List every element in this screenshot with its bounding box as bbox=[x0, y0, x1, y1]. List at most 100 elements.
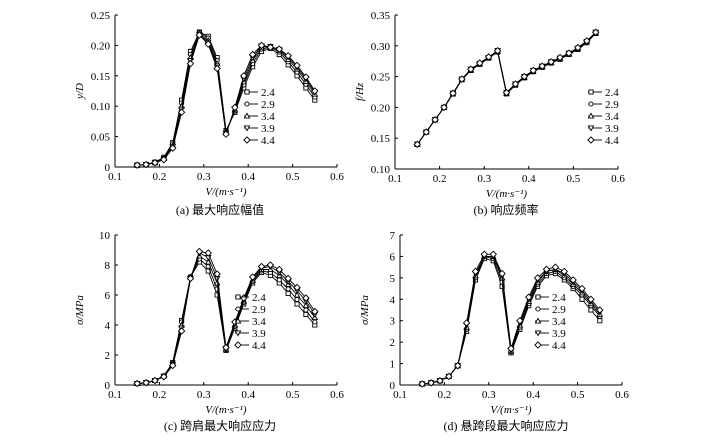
legend-marker bbox=[243, 125, 251, 132]
legend-marker bbox=[534, 341, 542, 349]
y-tick-label: 8 bbox=[105, 260, 111, 272]
data-point bbox=[547, 58, 555, 66]
data-point bbox=[293, 291, 301, 298]
data-point bbox=[560, 267, 569, 276]
legend-marker bbox=[587, 125, 595, 132]
y-tick-label: 6 bbox=[105, 290, 111, 302]
series-line bbox=[416, 31, 597, 145]
series-2.4 bbox=[419, 256, 603, 387]
data-point bbox=[151, 159, 159, 167]
series-3.9 bbox=[418, 253, 604, 388]
y-tick-label: 1 bbox=[390, 359, 396, 371]
legend: 2.42.93.43.94.4 bbox=[534, 292, 566, 352]
series-3.4 bbox=[133, 30, 319, 168]
data-point bbox=[312, 319, 318, 325]
data-point bbox=[248, 273, 257, 281]
series-4.4 bbox=[413, 28, 600, 149]
panel-caption: (c) 跨肩最大响应应力 bbox=[164, 418, 276, 433]
x-tick-label: 0.5 bbox=[286, 389, 300, 401]
x-axis-label: V/(m·s⁻¹) bbox=[205, 186, 247, 198]
x-tick-label: 0.3 bbox=[482, 389, 496, 401]
series-2.9 bbox=[134, 30, 318, 168]
data-point bbox=[168, 144, 177, 152]
data-point bbox=[498, 269, 506, 278]
legend-marker bbox=[534, 317, 542, 324]
y-tick-label: 5 bbox=[390, 273, 396, 285]
data-point bbox=[284, 51, 292, 60]
y-tick-label: 0.15 bbox=[91, 71, 111, 83]
data-point bbox=[276, 277, 282, 283]
data-point bbox=[195, 247, 204, 256]
y-tick-label: 7 bbox=[390, 230, 396, 242]
data-point bbox=[511, 80, 520, 88]
data-point bbox=[556, 53, 564, 62]
legend-label: 4.4 bbox=[261, 135, 275, 147]
y-tick-label: 0.30 bbox=[371, 41, 391, 53]
series-3.4 bbox=[418, 252, 604, 387]
x-tick-label: 0.2 bbox=[438, 389, 452, 401]
data-point bbox=[467, 65, 475, 73]
data-point bbox=[213, 270, 221, 278]
series-4.4 bbox=[133, 31, 319, 169]
series-line bbox=[422, 255, 601, 385]
data-point bbox=[453, 361, 462, 370]
data-point bbox=[303, 307, 309, 313]
legend-label: 2.4 bbox=[252, 292, 266, 304]
series-2.9 bbox=[134, 256, 318, 387]
x-tick-label: 0.6 bbox=[330, 171, 344, 183]
data-point bbox=[204, 249, 212, 257]
y-tick-label: 0.20 bbox=[371, 102, 391, 114]
x-tick-label: 0.2 bbox=[433, 173, 447, 185]
data-point bbox=[294, 301, 300, 307]
legend-label: 3.9 bbox=[605, 123, 619, 135]
series-3.9 bbox=[133, 250, 319, 388]
series-line bbox=[416, 31, 597, 145]
x-axis-label: V/(m·s⁻¹) bbox=[490, 404, 532, 416]
data-point bbox=[133, 161, 141, 169]
legend: 2.42.93.43.94.4 bbox=[587, 87, 619, 147]
y-axis-label: σ/MPa bbox=[359, 295, 371, 325]
y-tick-label: 0.05 bbox=[91, 132, 111, 144]
legend-marker bbox=[535, 294, 541, 300]
y-tick-label: 0 bbox=[390, 380, 396, 392]
y-tick-label: 2 bbox=[390, 337, 396, 349]
series-line bbox=[422, 255, 601, 385]
x-tick-label: 0.4 bbox=[241, 389, 255, 401]
data-point bbox=[266, 43, 275, 51]
y-axis-label: f/Hz bbox=[354, 82, 366, 101]
legend-marker bbox=[588, 101, 594, 107]
legend-marker bbox=[244, 101, 250, 107]
data-point bbox=[476, 59, 484, 67]
x-tick-label: 0.2 bbox=[153, 389, 167, 401]
data-point bbox=[427, 379, 435, 387]
x-tick-label: 0.6 bbox=[611, 173, 625, 185]
x-tick-label: 0.3 bbox=[477, 173, 491, 185]
x-tick-label: 0.3 bbox=[197, 171, 211, 183]
y-tick-label: 2 bbox=[105, 350, 111, 362]
legend-marker bbox=[243, 112, 251, 119]
x-tick-label: 0.5 bbox=[571, 389, 585, 401]
y-tick-label: 0.20 bbox=[91, 40, 111, 52]
x-tick-label: 0.5 bbox=[286, 171, 300, 183]
data-point bbox=[285, 286, 291, 292]
data-point bbox=[177, 327, 186, 335]
data-point bbox=[311, 87, 319, 95]
data-point bbox=[449, 89, 457, 97]
data-point bbox=[294, 296, 300, 303]
data-point bbox=[204, 40, 212, 48]
y-tick-label: 0 bbox=[105, 380, 111, 392]
x-tick-label: 0.1 bbox=[108, 389, 122, 401]
data-point bbox=[569, 276, 577, 284]
data-point bbox=[275, 45, 284, 53]
legend-label: 2.9 bbox=[605, 99, 619, 111]
data-point bbox=[160, 373, 168, 381]
series-line bbox=[422, 255, 601, 385]
chart-panel-3: 0.1 0.2 0.3 0.4 0.5 0.6 0 1 2 3 4 5 6 7 V/(m·s⁻¹) σ/MPa… bbox=[359, 230, 629, 433]
legend-label: 3.4 bbox=[261, 111, 275, 123]
series-line bbox=[137, 250, 316, 384]
y-tick-label: 4 bbox=[105, 320, 111, 332]
legend-label: 2.4 bbox=[605, 87, 619, 99]
data-point bbox=[418, 380, 426, 388]
data-point bbox=[462, 319, 471, 327]
chart-panel-0: 0.1 0.2 0.3 0.4 0.5 0.6 0 0.05 0.10 0.15 0.20 0.25 V… bbox=[74, 10, 344, 217]
